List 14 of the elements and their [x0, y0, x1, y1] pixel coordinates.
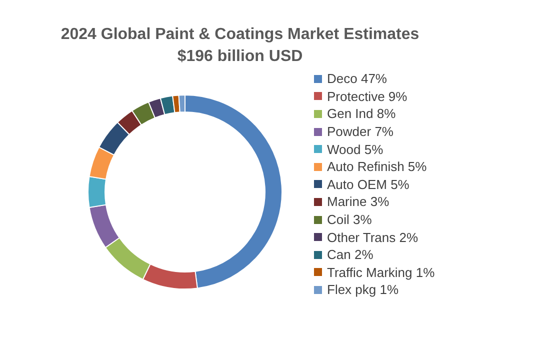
legend-label: Protective 9%: [327, 88, 408, 104]
legend-label: Gen Ind 8%: [327, 106, 396, 122]
legend-label: Flex pkg 1%: [327, 282, 399, 298]
legend-label: Marine 3%: [327, 194, 390, 210]
legend-label: Powder 7%: [327, 124, 394, 140]
chart-title: 2024 Global Paint & Coatings Market Estimates $196 billion USD: [60, 25, 420, 67]
legend-label: Other Trans 2%: [327, 230, 418, 245]
legend-label: Auto OEM 5%: [327, 176, 410, 192]
legend-label: Auto Refinish 5%: [327, 159, 427, 174]
legend-label: Traffic Marking 1%: [327, 264, 435, 280]
legend-label: Coil 3%: [327, 212, 372, 228]
legend-label: Deco 47%: [327, 71, 387, 86]
legend-label: Can 2%: [327, 247, 374, 262]
legend-label: Wood 5%: [327, 142, 384, 157]
